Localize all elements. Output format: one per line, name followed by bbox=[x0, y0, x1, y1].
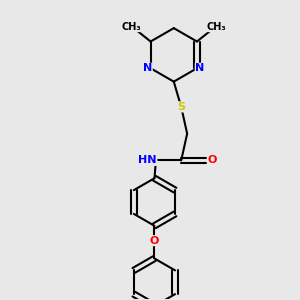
Text: HN: HN bbox=[138, 155, 157, 165]
Text: CH₃: CH₃ bbox=[206, 22, 226, 32]
Text: O: O bbox=[208, 155, 217, 165]
Text: O: O bbox=[150, 236, 159, 246]
Text: S: S bbox=[177, 102, 185, 112]
Text: N: N bbox=[195, 63, 205, 73]
Text: N: N bbox=[143, 63, 152, 73]
Text: CH₃: CH₃ bbox=[122, 22, 141, 32]
